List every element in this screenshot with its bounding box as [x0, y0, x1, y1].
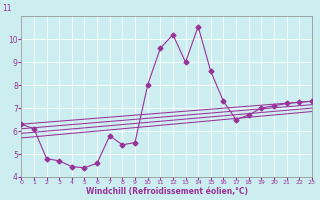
Text: 11: 11 [2, 4, 12, 13]
X-axis label: Windchill (Refroidissement éolien,°C): Windchill (Refroidissement éolien,°C) [85, 187, 248, 196]
